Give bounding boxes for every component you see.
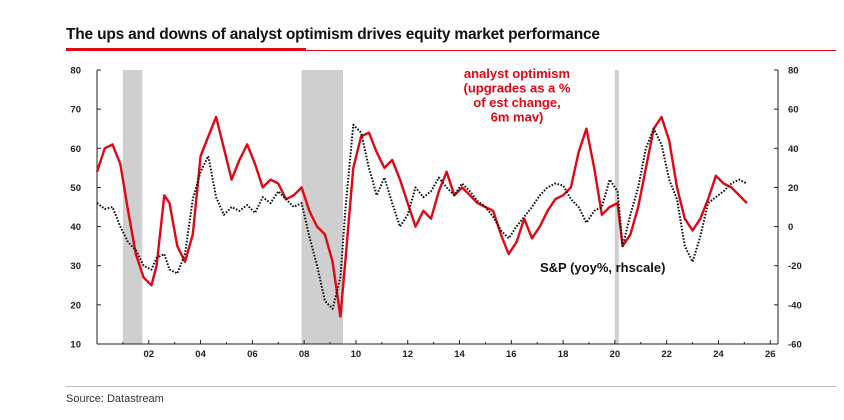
x-tick-label: 18 (558, 349, 569, 360)
title-underline (66, 50, 836, 51)
recession-shading (122, 70, 619, 344)
footer-rule (66, 386, 836, 387)
sp-series-line (96, 123, 748, 310)
x-tick-label: 26 (765, 349, 776, 360)
y-right-tick-label: -40 (788, 300, 802, 311)
y-right-tick-label: 20 (788, 183, 799, 194)
y-right-tick-label: 40 (788, 144, 799, 155)
x-tick-label: 08 (299, 349, 310, 360)
x-tick-label: 04 (195, 349, 206, 360)
y-left-tick-label: 60 (70, 144, 81, 155)
x-tick-label: 22 (661, 349, 672, 360)
x-tick-label: 16 (506, 349, 517, 360)
source-note: Source: Datastream (66, 393, 164, 405)
optimism-annotation-line: of est change, (473, 95, 560, 110)
chart-title: The ups and downs of analyst optimism dr… (66, 26, 600, 43)
optimism-annotation-line: (upgrades as a % (464, 81, 571, 96)
optimism-annotation: analyst optimism (upgrades as a % of est c… (464, 66, 571, 125)
x-tick-label: 12 (402, 349, 413, 360)
y-left-tick-label: 10 (70, 340, 81, 351)
optimism-annotation-line: 6m mav) (491, 110, 544, 125)
x-tick-label: 06 (247, 349, 258, 360)
y-left-tick-label: 30 (70, 261, 81, 272)
chart-lines (95, 115, 748, 318)
y-right-tick-label: -20 (788, 261, 802, 272)
y-left-tick-label: 20 (70, 300, 81, 311)
y-right-tick-label: 60 (788, 105, 799, 116)
y-right-tick-label: 0 (788, 222, 793, 233)
optimism-series-line (95, 115, 748, 318)
chart-axes: 10 20 30 40 50 60 70 80 -60 -40 -20 0 20 40 60 80 02 04 06… (70, 66, 801, 361)
sp-annotation: S&P (yoy%, rhscale) (540, 260, 665, 275)
optimism-annotation-line: analyst optimism (464, 66, 570, 81)
x-tick-label: 14 (454, 349, 465, 360)
y-right-tick-label: -60 (788, 340, 802, 351)
title-accent-rule (66, 48, 306, 51)
y-left-tick-label: 50 (70, 183, 81, 194)
x-tick-label: 10 (351, 349, 362, 360)
y-left-tick-label: 40 (70, 222, 81, 233)
y-left-tick-label: 80 (70, 66, 81, 77)
y-left-tick-label: 70 (70, 105, 81, 116)
chart-annotations: analyst optimism (upgrades as a % of est c… (464, 66, 666, 275)
x-tick-label: 20 (610, 349, 621, 360)
x-tick-label: 02 (143, 349, 154, 360)
x-tick-label: 24 (713, 349, 724, 360)
y-right-tick-label: 80 (788, 66, 799, 77)
recession-band (122, 70, 143, 344)
